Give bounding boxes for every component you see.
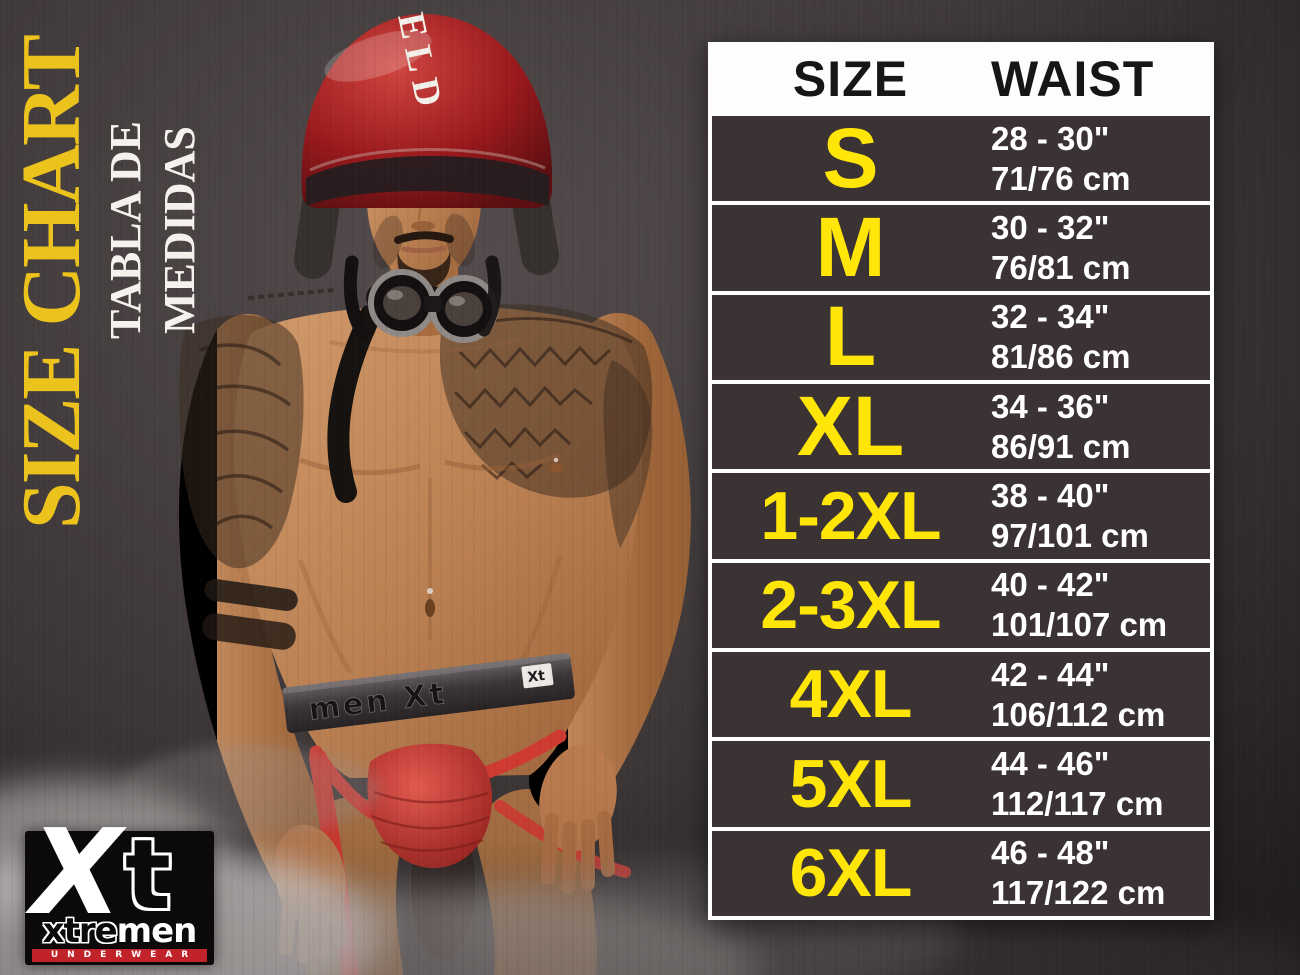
- table-row: 5XL 44 - 46" 112/117 cm: [712, 741, 1210, 827]
- waist-inches: 34 - 36": [991, 387, 1110, 425]
- waist-cell: 28 - 30" 71/76 cm: [989, 116, 1210, 201]
- table-row: 4XL 42 - 44" 106/112 cm: [712, 651, 1210, 738]
- size-cell: S: [822, 110, 879, 205]
- logo-underwear-bar: UNDERWEAR: [32, 949, 207, 962]
- table-row: L 32 - 34" 81/86 cm: [712, 289, 1210, 384]
- waist-cm: 97/101 cm: [991, 516, 1149, 554]
- logo-brand-outline: xtre: [42, 911, 118, 951]
- poster-title: SIZE CHART: [5, 36, 98, 530]
- script-tattoo: [247, 288, 335, 300]
- waist-cell: 34 - 36" 86/91 cm: [989, 384, 1210, 469]
- waist-inches: 30 - 32": [991, 208, 1110, 246]
- waist-cell: 32 - 34" 81/86 cm: [989, 295, 1210, 380]
- logo-brand-name: xtremen: [25, 914, 214, 948]
- waist-cm: 81/86 cm: [991, 338, 1131, 376]
- header-size: SIZE: [792, 51, 909, 107]
- helmet: ELD: [294, 9, 559, 340]
- logo-x: X: [31, 803, 122, 941]
- waist-cm: 76/81 cm: [991, 248, 1131, 286]
- waistband: men Xt Xt: [282, 653, 575, 734]
- waist-cm: 86/91 cm: [991, 427, 1131, 465]
- size-cell: 1-2XL: [760, 477, 941, 554]
- waist-inches: 44 - 46": [991, 744, 1110, 782]
- size-cell: M: [815, 200, 886, 295]
- logo-t: t: [125, 819, 171, 931]
- size-table: SIZE WAIST S 28 - 30" 71/76 cm M 30 - 32…: [708, 42, 1214, 920]
- waist-cell: 44 - 46" 112/117 cm: [989, 741, 1210, 826]
- mustache: [394, 231, 454, 244]
- poster-subtitle-spanish: TABLA DE MEDIDAS: [101, 120, 204, 340]
- nipple: [549, 463, 563, 473]
- size-cell: 5XL: [789, 745, 913, 822]
- tattoos: [178, 288, 653, 650]
- size-cell: 4XL: [789, 656, 913, 733]
- table-row: 2-3XL 40 - 42" 101/107 cm: [712, 562, 1210, 648]
- size-cell: 2-3XL: [760, 567, 941, 643]
- pouch: [367, 743, 492, 869]
- table-row: 6XL 46 - 48" 117/122 cm: [712, 830, 1210, 916]
- table-row: M 30 - 32" 76/81 cm: [712, 200, 1210, 295]
- waist-inches: 42 - 44": [991, 655, 1110, 693]
- header-waist: WAIST: [991, 51, 1155, 107]
- waist-inches: 28 - 30": [991, 119, 1110, 157]
- navel: [425, 599, 435, 617]
- brand-tag: [521, 663, 554, 689]
- model-figure: ELD men Xt Xt: [178, 9, 691, 975]
- visor-shadow: [306, 155, 549, 206]
- waist-cell: 42 - 44" 106/112 cm: [989, 652, 1210, 737]
- waist-cell: 46 - 48" 117/122 cm: [989, 831, 1210, 916]
- size-cell: XL: [796, 378, 905, 473]
- logo-brand-solid: men: [116, 911, 198, 951]
- waist-cell: 30 - 32" 76/81 cm: [989, 205, 1210, 290]
- table-row: 1-2XL 38 - 40" 97/101 cm: [712, 473, 1210, 559]
- waist-inches: 38 - 40": [991, 476, 1110, 514]
- waist-cm: 117/122 cm: [991, 874, 1166, 912]
- brand-tag-text: Xt: [527, 668, 547, 686]
- size-cell: 6XL: [789, 834, 913, 911]
- waist-inches: 46 - 48": [991, 834, 1110, 872]
- waist-inches: 32 - 34": [991, 298, 1110, 336]
- waist-cell: 40 - 42" 101/107 cm: [989, 563, 1210, 648]
- waist-cm: 112/117 cm: [991, 784, 1164, 822]
- armband-tattoos: [202, 578, 298, 650]
- table-row: S 28 - 30" 71/76 cm: [712, 110, 1210, 205]
- waist-cm: 106/112 cm: [991, 695, 1166, 733]
- waist-cell: 38 - 40" 97/101 cm: [989, 473, 1210, 558]
- table-header: SIZE WAIST: [712, 46, 1210, 112]
- xtremen-logo: X t xtremen UNDERWEAR: [25, 813, 214, 965]
- table-row: XL 34 - 36" 86/91 cm: [712, 378, 1210, 473]
- waist-cm: 101/107 cm: [991, 606, 1168, 644]
- waist-cm: 71/76 cm: [991, 159, 1131, 197]
- waist-inches: 40 - 42": [991, 566, 1110, 604]
- size-cell: L: [824, 289, 877, 384]
